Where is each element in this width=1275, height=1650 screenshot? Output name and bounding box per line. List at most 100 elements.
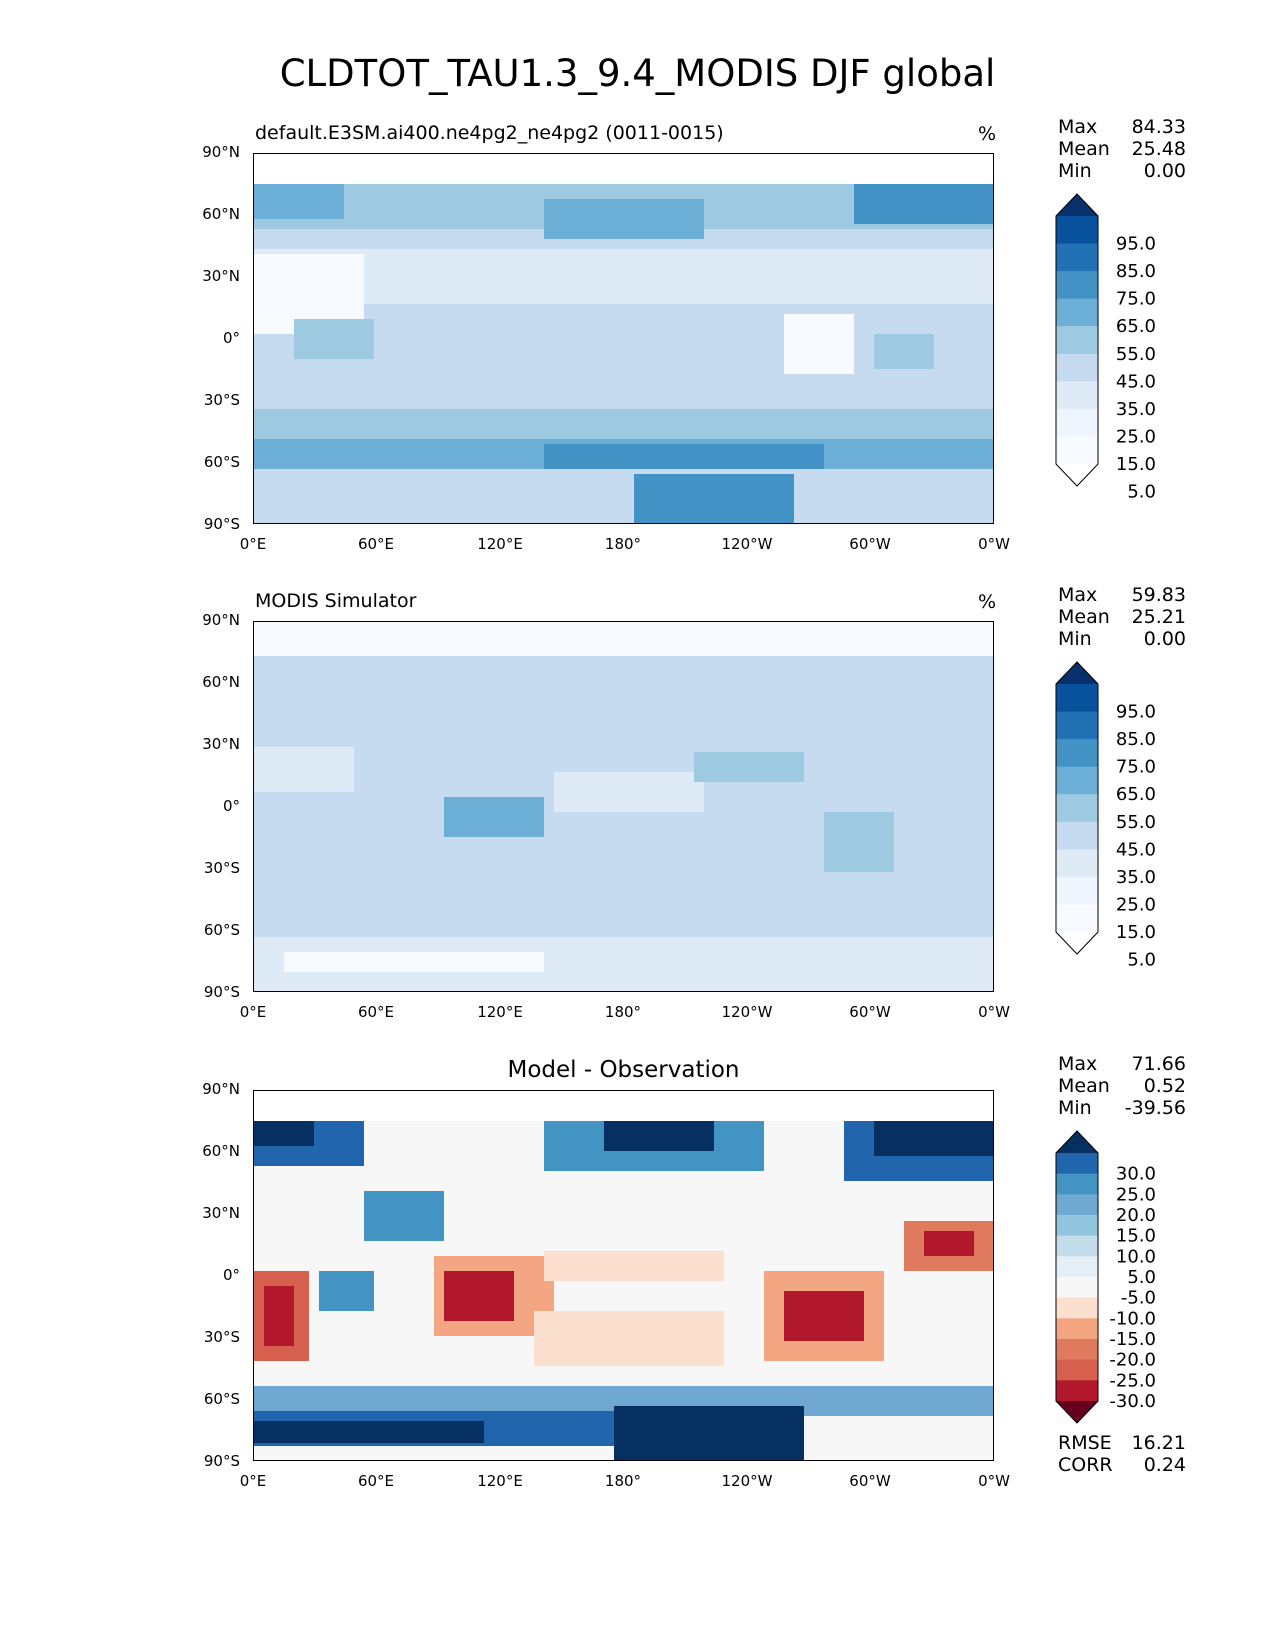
colorbar-tick-label: 85.0 [1116, 261, 1156, 282]
colorbar: 95.0 85.0 75.0 65.0 55.0 45.0 35.0 25.0 15.0 5.0 [1055, 193, 1175, 503]
ytick-60n: 60°N [202, 205, 240, 223]
xtick-120w: 120°W [721, 535, 773, 553]
ytick-90n: 90°N [202, 1080, 240, 1098]
mean-label: Mean [1058, 606, 1110, 628]
colorbar-segment [1056, 1215, 1098, 1237]
colorbar-segment [1056, 1380, 1098, 1402]
xtick-0w: 0°W [978, 1003, 1010, 1021]
xtick-120e: 120°E [477, 1472, 523, 1490]
colorbar-segment [1056, 1297, 1098, 1319]
max-label: Max [1058, 116, 1098, 138]
colorbar-segment [1056, 904, 1098, 933]
xtick-60e: 60°E [357, 535, 395, 553]
ytick-90s: 90°S [203, 1452, 240, 1470]
colorbar-segment [1056, 1339, 1098, 1361]
colorbar-tick-label: 25.0 [1116, 1184, 1156, 1205]
colorbar-tick-label: 10.0 [1116, 1246, 1156, 1267]
stats-box: Max 84.33 Mean 25.48 Min 0.00 [1058, 116, 1186, 182]
xtick-120e: 120°E [477, 1003, 523, 1021]
units-label: % [978, 123, 997, 145]
colorbar-svg: 95.0 85.0 75.0 65.0 55.0 45.0 35.0 25.0 15.0 5.0 [1055, 661, 1156, 971]
xtick-120w: 120°W [721, 1003, 773, 1021]
corr-value: 0.24 [1143, 1454, 1186, 1476]
colorbar-tick-label: 45.0 [1116, 839, 1156, 860]
colorbar-tick-label: 65.0 [1116, 316, 1156, 337]
rmse-label: RMSE [1058, 1432, 1112, 1454]
colorbar-tick-label: 95.0 [1116, 702, 1156, 723]
colorbar-segment [1056, 1194, 1098, 1216]
ytick-0: 0° [222, 797, 240, 815]
xtick-60e: 60°E [357, 1472, 395, 1490]
ytick-60s: 60°S [203, 921, 240, 939]
colorbar-extend-bottom [1056, 464, 1098, 486]
panel-title: Model - Observation [507, 1057, 740, 1083]
min-value: -39.56 [1124, 1097, 1186, 1119]
colorbar-tick-label: 20.0 [1116, 1205, 1156, 1226]
ytick-30s: 30°S [203, 859, 240, 877]
xtick-60w: 60°W [849, 1003, 891, 1021]
model-map [253, 153, 994, 524]
ytick-90s: 90°S [203, 983, 240, 1001]
xtick-0e: 0°E [239, 1472, 267, 1490]
colorbar-tick-label: -25.0 [1109, 1370, 1156, 1391]
stats-box: Max 59.83 Mean 25.21 Min 0.00 [1058, 584, 1186, 650]
metrics-box: RMSE 16.21 CORR 0.24 [1058, 1432, 1186, 1476]
colorbar-tick-label: 45.0 [1116, 371, 1156, 392]
model-panel: default.E3SM.ai400.ne4pg2_ne4pg2 (0011-0… [0, 0, 1275, 552]
mean-label: Mean [1058, 1075, 1110, 1097]
colorbar-tick-label: -30.0 [1109, 1391, 1156, 1412]
rmse-value: 16.21 [1131, 1432, 1186, 1454]
ytick-0: 0° [222, 1266, 240, 1284]
colorbar: 95.0 85.0 75.0 65.0 55.0 45.0 35.0 25.0 15.0 5.0 [1055, 661, 1175, 971]
colorbar-segment [1056, 849, 1098, 878]
colorbar-tick-label: 5.0 [1127, 1267, 1156, 1288]
colorbar-tick-label: 65.0 [1116, 784, 1156, 805]
figure-title: CLDTOT_TAU1.3_9.4_MODIS DJF global [279, 52, 996, 95]
colorbar-segment [1056, 1277, 1098, 1299]
ytick-60s: 60°S [203, 1390, 240, 1408]
colorbar-tick-label: 75.0 [1116, 757, 1156, 778]
colorbar-segment [1056, 739, 1098, 768]
min-value: 0.00 [1143, 628, 1186, 650]
colorbar-tick-label: -5.0 [1121, 1288, 1156, 1309]
min-label: Min [1058, 628, 1092, 650]
colorbar-segment [1056, 1318, 1098, 1340]
colorbar-segment [1056, 436, 1098, 465]
colorbar-segment [1056, 821, 1098, 850]
ytick-30s: 30°S [203, 391, 240, 409]
colorbar-tick-label: 25.0 [1116, 426, 1156, 447]
colorbar-segment [1056, 298, 1098, 327]
colorbar-tick-label: 35.0 [1116, 867, 1156, 888]
ytick-90s: 90°S [203, 515, 240, 533]
xtick-180: 180° [604, 1472, 642, 1490]
xtick-180: 180° [604, 1003, 642, 1021]
colorbar-tick-label: 15.0 [1116, 1226, 1156, 1247]
colorbar-extend-top [1056, 662, 1098, 684]
colorbar-extend-bottom [1056, 1401, 1098, 1423]
colorbar-segment [1056, 1256, 1098, 1278]
colorbar-tick-label: 25.0 [1116, 894, 1156, 915]
max-label: Max [1058, 584, 1098, 606]
xtick-0w: 0°W [978, 1472, 1010, 1490]
colorbar-svg: 30.025.020.015.010.05.0-5.0-10.0-15.0-20… [1055, 1130, 1156, 1424]
colorbar-segment [1056, 216, 1098, 245]
panel-title: MODIS Simulator [255, 590, 417, 612]
colorbar-extend-top [1056, 194, 1098, 216]
ytick-60s: 60°S [203, 453, 240, 471]
colorbar-segment [1056, 1359, 1098, 1381]
ytick-60n: 60°N [202, 1142, 240, 1160]
colorbar-tick-label: -10.0 [1109, 1308, 1156, 1329]
xtick-60w: 60°W [849, 535, 891, 553]
ytick-90n: 90°N [202, 143, 240, 161]
diff-map [253, 1090, 994, 1461]
colorbar-segment [1056, 243, 1098, 272]
xtick-0e: 0°E [239, 1003, 267, 1021]
colorbar-tick-label: 5.0 [1127, 950, 1156, 971]
ytick-90n: 90°N [202, 611, 240, 629]
min-label: Min [1058, 160, 1092, 182]
diff-panel: Model - Observation [0, 937, 1275, 1489]
xtick-0e: 0°E [239, 535, 267, 553]
ytick-30n: 30°N [202, 735, 240, 753]
colorbar-extend-top [1056, 1131, 1098, 1153]
colorbar-segment [1056, 271, 1098, 300]
